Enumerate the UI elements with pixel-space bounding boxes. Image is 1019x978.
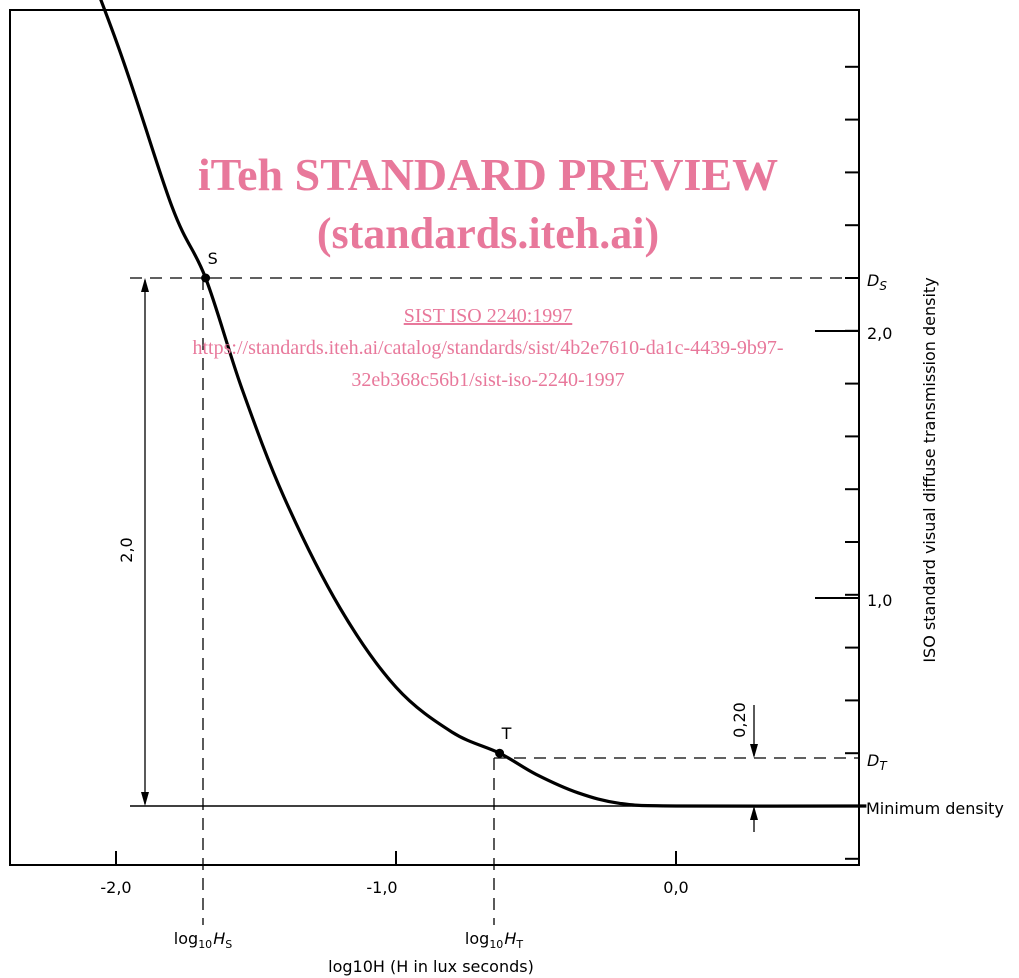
- x-tick-label: -2,0: [100, 878, 131, 897]
- x-axis-title: log10H (H in lux seconds): [328, 957, 534, 976]
- bottom-axis-ticks: [116, 851, 676, 865]
- watermark-subtitle: (standards.iteh.ai): [317, 209, 659, 258]
- y-axis-title: ISO standard visual diffuse transmission…: [920, 277, 939, 662]
- watermark-url-line2[interactable]: 32eb368c56b1/sist-iso-2240-1997: [351, 369, 624, 391]
- arrow-down-icon: [750, 744, 758, 758]
- minimum-density-label: Minimum density: [866, 799, 1004, 818]
- log-hs-label: log10HS: [174, 929, 232, 951]
- point-s: [201, 274, 210, 283]
- point-t: [495, 749, 504, 758]
- arrow-up-icon: [750, 806, 758, 820]
- span-2-label: 2,0: [117, 537, 136, 562]
- watermark-doc-link[interactable]: SIST ISO 2240:1997: [404, 305, 573, 327]
- watermark-title: iTeh STANDARD PREVIEW: [198, 149, 778, 200]
- arrow-up-icon: [141, 278, 149, 292]
- watermark-url-line1[interactable]: https://standards.iteh.ai/catalog/standa…: [193, 337, 784, 359]
- arrow-down-icon: [141, 792, 149, 806]
- ds-label: DS: [867, 271, 887, 293]
- point-label-t: T: [501, 724, 512, 743]
- dt-label: DT: [867, 751, 888, 773]
- point-label-s: S: [208, 249, 218, 268]
- y-tick-label: 2,0: [867, 324, 892, 343]
- offset-020-label: 0,20: [730, 702, 749, 738]
- characteristic-curve: [35, 0, 867, 806]
- y-tick-label: 1,0: [867, 591, 892, 610]
- x-tick-label: -1,0: [366, 878, 397, 897]
- x-tick-label: 0,0: [663, 878, 688, 897]
- right-axis-ticks: [845, 67, 859, 859]
- log-ht-label: log10HT: [465, 929, 523, 951]
